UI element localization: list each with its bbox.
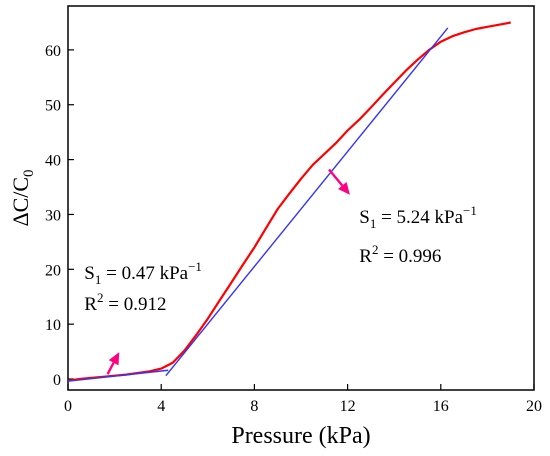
y-tick-label: 50 <box>45 98 61 115</box>
annotation-text: R2 = 0.996 <box>359 242 441 267</box>
annotation-arrow-shaft <box>106 362 115 375</box>
linear-fit-line <box>165 27 449 377</box>
plot-frame <box>67 5 535 391</box>
y-tick-label: 30 <box>45 207 61 224</box>
y-tick-label: 10 <box>45 317 61 334</box>
x-tick-label: 8 <box>250 398 258 415</box>
annotation-layer: S1 = 0.47 kPa−1 R2 = 0.912 S1 = 5.24 kPa−1… <box>84 168 477 375</box>
y-tick-label: 60 <box>45 43 61 60</box>
y-tick-label: 0 <box>53 372 61 389</box>
y-axis-title-main: ΔC/C <box>8 177 33 227</box>
y-tick-label: 20 <box>45 262 61 279</box>
annotation-text: R2 = 0.912 <box>84 290 166 315</box>
x-tick-label: 12 <box>340 398 356 415</box>
x-tick-label: 20 <box>526 398 542 415</box>
x-tick-label: 16 <box>433 398 449 415</box>
annotation-arrow-shaft <box>328 168 344 187</box>
annotation-arrow-head <box>338 181 350 195</box>
x-axis-title: Pressure (kPa) <box>231 423 370 449</box>
series-layer <box>68 21 511 382</box>
y-axis-title-sub: 0 <box>21 169 37 177</box>
y-tick-label: 40 <box>45 153 61 170</box>
annotation-arrow-head <box>108 352 120 366</box>
linear-fit-line <box>68 369 169 382</box>
axis-ticks: 0 4 8 12 16 20 0 10 20 30 40 50 60 <box>45 43 542 415</box>
x-tick-label: 4 <box>157 398 165 415</box>
annotation-text: S1 = 0.47 kPa−1 <box>84 259 202 287</box>
annotation-text: S1 = 5.24 kPa−1 <box>359 203 477 231</box>
data-series-line <box>68 21 511 382</box>
x-tick-label: 0 <box>64 398 72 415</box>
y-axis-title: ΔC/C0 <box>8 169 37 226</box>
